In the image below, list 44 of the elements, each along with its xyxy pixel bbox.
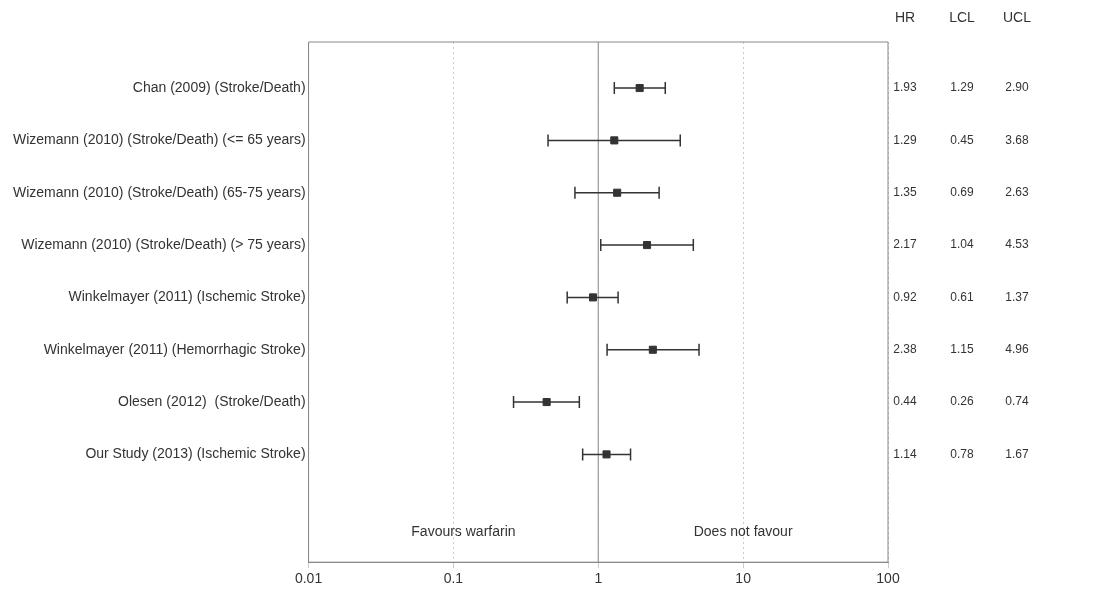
text: 0.26 — [950, 394, 974, 409]
y-tick-label: Wizemann (2010) (Stroke/Death) (> 75 years) — [21, 235, 306, 252]
data-label: 2.17 — [893, 237, 917, 252]
text: 0.45 — [950, 132, 974, 147]
y-tick-label: Our Study (2013) (Ischemic Stroke) — [85, 445, 306, 462]
y-tick-label: Winkelmayer (2011) (Ischemic Stroke) — [68, 288, 306, 305]
text: 0.69 — [950, 185, 974, 200]
data-label: 2.38 — [893, 342, 917, 357]
text: 0.78 — [950, 446, 974, 461]
x-tick-label: 10 — [735, 570, 752, 587]
data-label: 1.14 — [893, 446, 917, 461]
text: 2.63 — [1005, 185, 1029, 200]
x-tick-label: 1 — [594, 570, 603, 587]
text: UCL — [1002, 8, 1032, 25]
text: HR — [894, 8, 916, 25]
y-tick-label: Wizemann (2010) (Stroke/Death) (65-75 years) — [13, 183, 306, 200]
x-tick-label: 0.1 — [443, 570, 464, 587]
text: 1.37 — [1005, 289, 1029, 304]
text: 1.15 — [950, 342, 974, 357]
data-label: 1.35 — [893, 185, 917, 200]
text: 4.96 — [1005, 342, 1029, 357]
text: 1.29 — [950, 80, 974, 95]
x-tick-label: 100 — [876, 570, 900, 587]
x-tick-label: 0.01 — [294, 570, 323, 587]
point — [602, 450, 611, 459]
text: LCL — [949, 8, 976, 25]
text: Does not favour — [693, 523, 793, 540]
data-label: 0.44 — [893, 394, 917, 409]
text: 1.67 — [1005, 446, 1029, 461]
text: Favours warfarin — [411, 523, 516, 540]
y-tick-label: Winkelmayer (2011) (Hemorrhagic Stroke) — [43, 340, 306, 357]
y-tick-label: Wizemann (2010) (Stroke/Death) (<= 65 years) — [12, 131, 306, 148]
data-label: 1.93 — [893, 80, 917, 95]
point — [610, 136, 619, 145]
data-label: 0.92 — [893, 289, 917, 304]
text: 0.61 — [950, 289, 974, 304]
text: 1.04 — [950, 237, 974, 252]
y-tick-label: Chan (2009) (Stroke/Death) — [132, 78, 306, 95]
y-tick-label: Olesen (2012) (Stroke/Death) — [118, 392, 306, 409]
text: 0.74 — [1005, 394, 1029, 409]
text: 2.90 — [1005, 80, 1029, 95]
data-label: 1.29 — [893, 132, 917, 147]
text: 3.68 — [1005, 132, 1029, 147]
text: 4.53 — [1005, 237, 1029, 252]
